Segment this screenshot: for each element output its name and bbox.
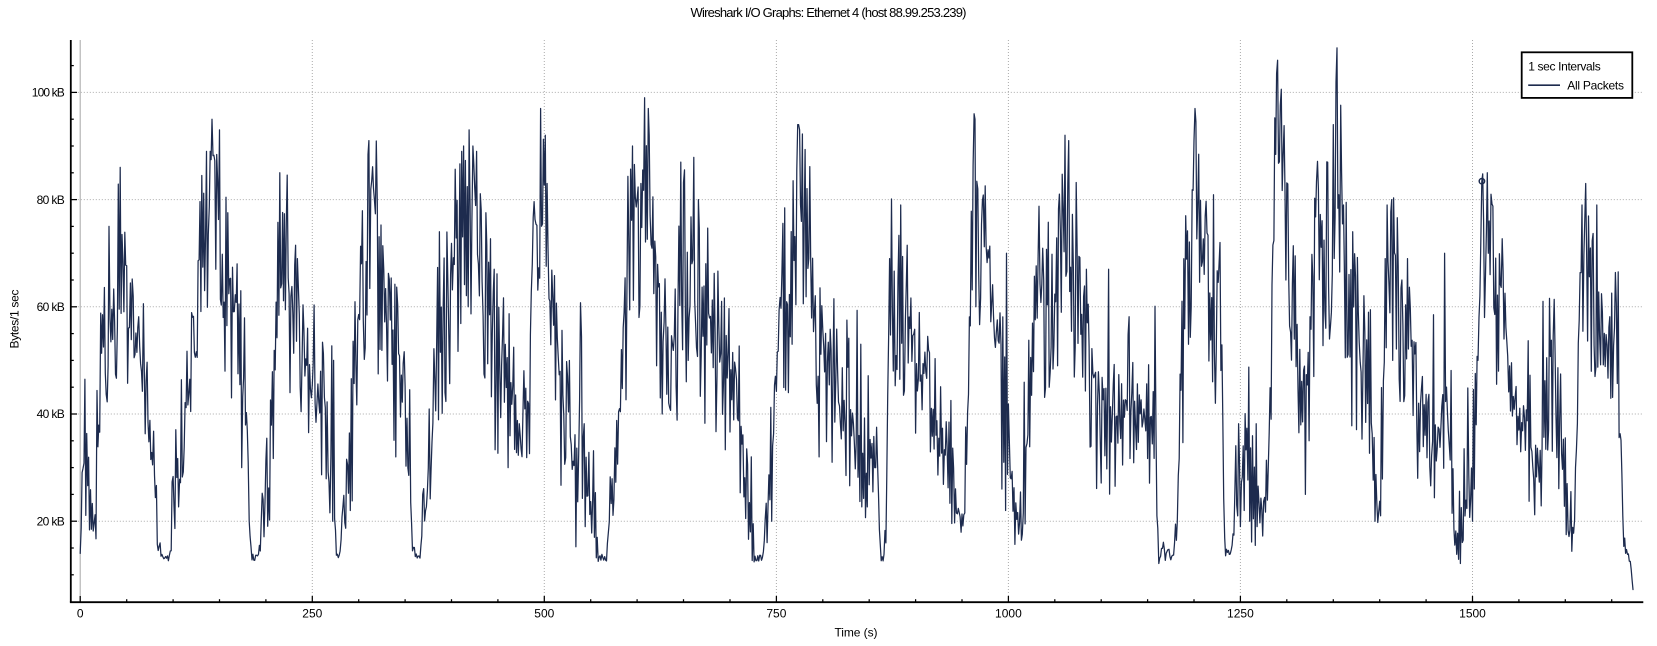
svg-text:250: 250: [302, 607, 322, 621]
svg-text:1250: 1250: [1227, 607, 1254, 621]
svg-text:Bytes/1 sec: Bytes/1 sec: [8, 290, 22, 349]
svg-text:60 kB: 60 kB: [37, 300, 65, 314]
svg-text:750: 750: [766, 607, 786, 621]
svg-text:1 sec Intervals: 1 sec Intervals: [1528, 59, 1601, 73]
svg-text:All Packets: All Packets: [1567, 78, 1624, 92]
svg-text:Time (s): Time (s): [835, 626, 878, 640]
svg-text:1000: 1000: [995, 607, 1022, 621]
svg-text:80 kB: 80 kB: [37, 193, 65, 207]
svg-text:40 kB: 40 kB: [37, 407, 65, 421]
svg-text:500: 500: [534, 607, 554, 621]
svg-text:100 kB: 100 kB: [32, 86, 65, 100]
svg-text:Wireshark I/O Graphs: Ethernet: Wireshark I/O Graphs: Ethernet 4 (host 8…: [691, 5, 967, 20]
svg-text:20 kB: 20 kB: [37, 514, 65, 528]
svg-text:0: 0: [77, 607, 84, 621]
svg-text:1500: 1500: [1459, 607, 1486, 621]
